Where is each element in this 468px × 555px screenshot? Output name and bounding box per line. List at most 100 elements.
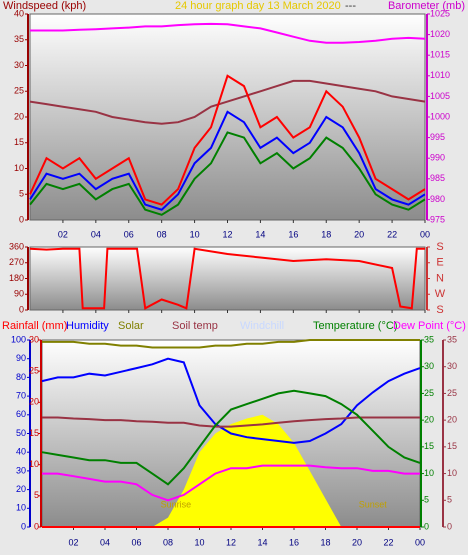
y-tick-label: 1025 xyxy=(430,8,450,18)
y-tick-label: 20 xyxy=(424,415,434,425)
y-tick-label: 1005 xyxy=(430,91,450,101)
y-tick-label: 985 xyxy=(430,173,445,183)
y-tick-label: 30 xyxy=(14,60,24,70)
axis-title: Barometer (mb) xyxy=(388,0,465,12)
y-tick-label: 100 xyxy=(11,334,26,344)
y-tick-label: 35 xyxy=(14,34,24,44)
y-tick-label: 980 xyxy=(430,194,445,204)
x-tick-label: 18 xyxy=(321,229,331,239)
annotation: Sunrise xyxy=(161,499,192,509)
y-tick-label: 1000 xyxy=(430,111,450,121)
x-tick-label: 14 xyxy=(255,229,265,239)
x-tick-label: 06 xyxy=(131,537,141,547)
y-tick-label: S xyxy=(436,304,443,316)
x-tick-label: 08 xyxy=(157,229,167,239)
y-tick-label: 20 xyxy=(16,484,26,494)
series-line xyxy=(42,464,420,502)
series-line xyxy=(30,22,426,44)
legend-entry: Windchill xyxy=(240,320,284,332)
plot-area xyxy=(29,13,426,221)
y-tick-label: 1015 xyxy=(430,50,450,60)
x-tick-label: 12 xyxy=(226,537,236,547)
y-tick-label: 15 xyxy=(14,137,24,147)
y-tick-label: 60 xyxy=(16,409,26,419)
series-line xyxy=(29,79,426,125)
y-tick-label: 15 xyxy=(29,428,39,438)
x-tick-label: 16 xyxy=(289,537,299,547)
x-tick-label: 08 xyxy=(163,537,173,547)
x-tick-label: 20 xyxy=(354,229,364,239)
axis-title: Windspeed (kph) xyxy=(3,0,86,12)
y-tick-label: 50 xyxy=(16,428,26,438)
plot-area xyxy=(29,246,426,311)
y-tick-label: 975 xyxy=(430,214,445,224)
y-tick-label: 0 xyxy=(19,214,24,224)
y-tick-label: 10 xyxy=(16,503,26,513)
y-tick-label: 10 xyxy=(29,459,39,469)
legend-entry: Temperature (°C) xyxy=(313,320,397,332)
y-tick-label: 0 xyxy=(19,304,24,314)
y-tick-label: 1010 xyxy=(430,70,450,80)
x-tick-label: 22 xyxy=(387,229,397,239)
y-tick-label: N xyxy=(436,272,444,284)
solar-area xyxy=(152,414,342,527)
y-tick-label: S xyxy=(436,241,443,253)
y-tick-label: 90 xyxy=(16,353,26,363)
y-tick-label: 20 xyxy=(14,111,24,121)
series-line xyxy=(41,389,421,486)
x-tick-label: 18 xyxy=(320,537,330,547)
y-tick-label: 35 xyxy=(447,334,457,344)
y-tick-label: 10 xyxy=(447,468,457,478)
y-tick-label: 25 xyxy=(447,388,457,398)
x-tick-label: 00 xyxy=(415,537,425,547)
x-tick-label: 14 xyxy=(257,537,267,547)
series-line xyxy=(29,247,425,310)
y-tick-label: W xyxy=(435,288,446,300)
y-tick-label: 0 xyxy=(424,521,429,531)
y-tick-label: 20 xyxy=(29,397,39,407)
y-tick-label: 990 xyxy=(430,153,445,163)
y-tick-label: 25 xyxy=(29,366,39,376)
legend-entry: Rainfall (mm) xyxy=(2,320,67,332)
y-tick-label: 270 xyxy=(9,257,24,267)
y-tick-label: 10 xyxy=(14,163,24,173)
series-line xyxy=(41,357,421,444)
x-tick-label: 04 xyxy=(91,229,101,239)
annotation: --- xyxy=(345,0,356,12)
series-line xyxy=(29,74,426,206)
y-tick-label: 80 xyxy=(16,372,26,382)
y-tick-label: 30 xyxy=(16,465,26,475)
y-tick-label: 5 xyxy=(34,490,39,500)
series-line xyxy=(29,131,426,216)
x-tick-label: 16 xyxy=(288,229,298,239)
y-tick-label: 180 xyxy=(9,273,24,283)
y-tick-label: E xyxy=(436,257,443,269)
y-tick-label: 25 xyxy=(14,86,24,96)
y-tick-label: 25 xyxy=(424,388,434,398)
x-tick-label: 02 xyxy=(58,229,68,239)
series-line xyxy=(29,110,426,211)
x-tick-label: 10 xyxy=(194,537,204,547)
series-line xyxy=(42,339,420,349)
x-tick-label: 00 xyxy=(420,229,430,239)
legend-entry: Solar xyxy=(118,320,144,332)
x-tick-label: 22 xyxy=(383,537,393,547)
y-tick-label: 0 xyxy=(34,521,39,531)
x-tick-label: 06 xyxy=(124,229,134,239)
x-tick-label: 12 xyxy=(222,229,232,239)
x-tick-label: 10 xyxy=(190,229,200,239)
y-tick-label: 0 xyxy=(21,521,26,531)
chart-title: 24 hour graph day 13 March 2020 xyxy=(175,0,341,12)
y-tick-label: 70 xyxy=(16,390,26,400)
y-tick-label: 15 xyxy=(447,441,457,451)
series-line xyxy=(42,416,420,428)
y-tick-label: 40 xyxy=(14,8,24,18)
y-tick-label: 5 xyxy=(19,189,24,199)
y-tick-label: 90 xyxy=(14,289,24,299)
legend-entry: Dew Point (°C) xyxy=(393,320,466,332)
legend-entry: Soil temp xyxy=(172,320,218,332)
y-tick-label: 35 xyxy=(424,334,434,344)
y-tick-label: 30 xyxy=(424,361,434,371)
y-tick-label: 995 xyxy=(430,132,445,142)
